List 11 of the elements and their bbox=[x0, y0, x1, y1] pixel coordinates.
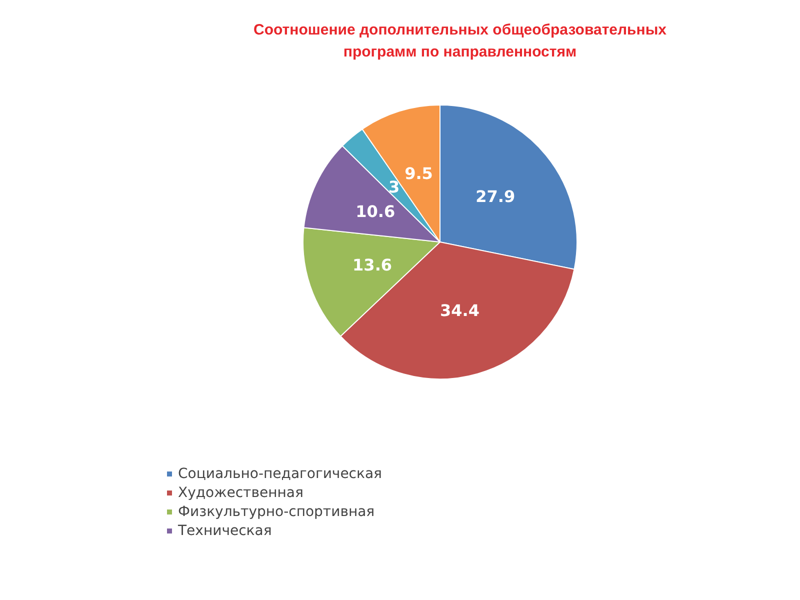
legend-label: Физкультурно-спортивная bbox=[178, 504, 375, 520]
data-label: 27.9 bbox=[476, 187, 516, 206]
legend-label: Техническая bbox=[177, 523, 272, 539]
data-label: 13.6 bbox=[352, 255, 392, 274]
chart-title: Соотношение дополнительных общеобразовательных программ по направленностям bbox=[254, 22, 668, 60]
data-label: 9.5 bbox=[404, 164, 433, 184]
legend-label: Социально-педагогическая bbox=[178, 466, 382, 482]
legend-label: Художественная bbox=[178, 485, 304, 501]
data-label: 3 bbox=[388, 178, 400, 197]
data-label: 10.6 bbox=[356, 202, 396, 221]
data-label: 34.4 bbox=[440, 301, 480, 320]
